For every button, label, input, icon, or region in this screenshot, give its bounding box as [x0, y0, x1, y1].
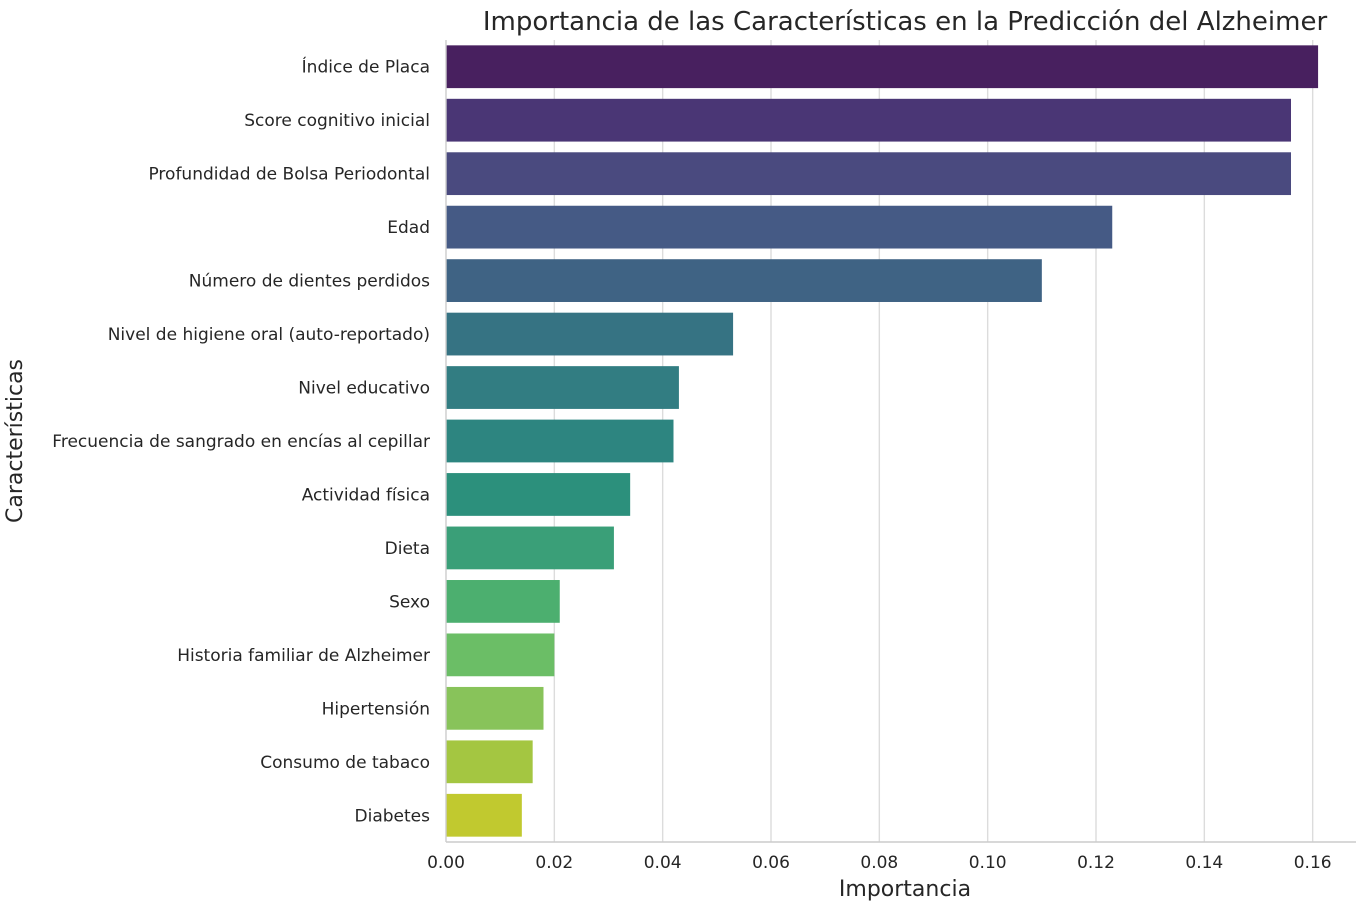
bar	[446, 259, 1042, 302]
bar	[446, 526, 614, 570]
category-label: Índice de Placa	[302, 56, 430, 78]
bar	[446, 205, 1113, 249]
axis-spines	[445, 40, 1356, 843]
x-tick-label: 0.10	[969, 853, 1007, 873]
bar	[446, 152, 1291, 196]
bar	[446, 419, 674, 463]
bars	[446, 45, 1319, 837]
x-tick-label: 0.00	[427, 853, 465, 873]
bar	[446, 633, 555, 677]
category-label: Número de dientes perdidos	[189, 272, 430, 292]
category-label: Nivel de higiene oral (auto-reportado)	[108, 325, 430, 345]
chart-title: Importancia de las Características en la…	[483, 7, 1328, 37]
bar	[446, 793, 522, 837]
category-label: Dieta	[385, 539, 430, 559]
bar	[446, 580, 560, 623]
category-label: Profundidad de Bolsa Periodontal	[148, 165, 430, 185]
x-tick-label: 0.06	[752, 853, 790, 873]
category-label: Edad	[387, 218, 430, 238]
category-label: Diabetes	[355, 806, 431, 826]
bar	[446, 686, 544, 730]
x-tick-labels: 0.00 0.02 0.04 0.06 0.08 0.10 0.12 0.14 0.16	[427, 853, 1332, 873]
category-label: Sexo	[389, 592, 430, 612]
bar	[446, 366, 679, 409]
bar	[446, 312, 734, 356]
bar	[446, 473, 631, 516]
bar	[446, 45, 1319, 89]
x-axis-label: Importancia	[839, 877, 971, 902]
bar	[446, 740, 533, 784]
x-tick-label: 0.08	[860, 853, 898, 873]
category-label: Frecuencia de sangrado en encías al cepi…	[52, 432, 430, 452]
category-label: Actividad física	[302, 485, 430, 505]
y-axis-label: Características	[3, 359, 28, 523]
category-label: Nivel educativo	[298, 379, 430, 399]
x-tick-label: 0.16	[1294, 853, 1332, 873]
x-tick-label: 0.14	[1185, 853, 1223, 873]
category-label: Hipertensión	[322, 699, 430, 719]
category-label: Score cognitivo inicial	[244, 111, 430, 131]
x-tick-label: 0.12	[1077, 853, 1115, 873]
category-label: Historia familiar de Alzheimer	[177, 646, 430, 666]
category-labels: Índice de Placa Score cognitivo inicial Pr…	[52, 56, 430, 827]
x-tick-label: 0.02	[535, 853, 573, 873]
category-label: Consumo de tabaco	[260, 753, 430, 773]
bar	[446, 98, 1291, 142]
x-tick-label: 0.04	[644, 853, 682, 873]
